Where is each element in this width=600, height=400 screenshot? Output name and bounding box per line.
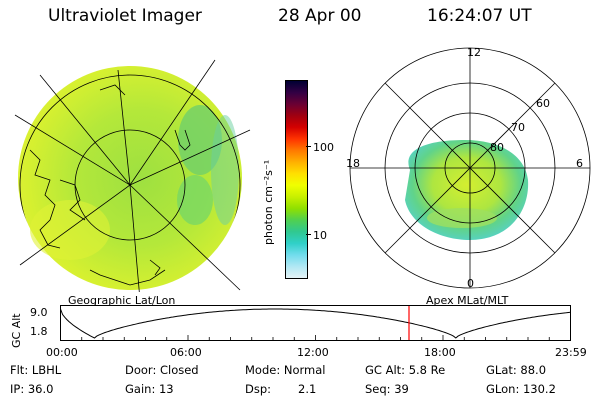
date-label: 28 Apr 00 bbox=[278, 6, 362, 26]
x-tick-2359: 23:59 bbox=[555, 346, 587, 359]
geographic-image bbox=[14, 59, 251, 292]
ip-info: IP: 36.0 bbox=[10, 382, 54, 396]
gain-info: Gain: 13 bbox=[125, 382, 174, 396]
colorbar-tickmark bbox=[306, 146, 311, 147]
mlt-label-6: 6 bbox=[576, 157, 583, 170]
glat-info: GLat: 88.0 bbox=[486, 363, 547, 377]
colorbar-gradient bbox=[286, 81, 307, 278]
mlt-label-12: 12 bbox=[467, 46, 481, 59]
altitude-ymax: 9.0 bbox=[30, 306, 48, 319]
mlat-label-60: 60 bbox=[536, 97, 550, 110]
altitude-plot bbox=[60, 305, 571, 341]
right-panel-caption: Apex MLat/MLT bbox=[426, 294, 509, 307]
dsp-info-label: Dsp: bbox=[245, 382, 272, 396]
dsp-info-value: 2.1 bbox=[298, 382, 317, 396]
altitude-curve bbox=[60, 308, 571, 339]
colorbar-tickmark bbox=[306, 234, 311, 235]
door-info: Door: Closed bbox=[125, 363, 199, 377]
altitude-frame bbox=[60, 305, 571, 341]
mlt-label-18: 18 bbox=[346, 157, 360, 170]
mlt-label-0: 0 bbox=[467, 277, 474, 290]
x-tick-0600: 06:00 bbox=[170, 346, 202, 359]
instrument-title: Ultraviolet Imager bbox=[48, 6, 202, 26]
mlat-label-70: 70 bbox=[511, 121, 525, 134]
seq-info: Seq: 39 bbox=[365, 382, 409, 396]
mlat-label-80: 80 bbox=[490, 141, 504, 154]
coastlines bbox=[29, 84, 191, 286]
filter-info: Flt: LBHL bbox=[10, 363, 62, 377]
x-tick-1800: 18:00 bbox=[424, 346, 456, 359]
x-tick-0000: 00:00 bbox=[46, 346, 78, 359]
colorbar bbox=[285, 80, 308, 279]
time-label: 16:24:07 UT bbox=[427, 6, 532, 26]
mode-info: Mode: Normal bbox=[245, 363, 326, 377]
polar-grid bbox=[349, 47, 591, 289]
colorbar-tick-10: 10 bbox=[313, 229, 327, 242]
lat-lon-grid bbox=[14, 59, 251, 292]
colorbar-label: photon cm⁻²s⁻¹ bbox=[262, 159, 275, 245]
gc-alt-info: GC Alt: 5.8 Re bbox=[365, 363, 446, 377]
glon-info: GLon: 130.2 bbox=[486, 382, 556, 396]
auroral-emission bbox=[18, 66, 242, 290]
auroral-oval bbox=[405, 140, 529, 240]
altitude-ymin: 1.8 bbox=[30, 325, 48, 338]
mlat-mlt-plot bbox=[349, 47, 591, 289]
altitude-ticks bbox=[60, 335, 571, 340]
colorbar-tick-100: 100 bbox=[313, 141, 334, 154]
altitude-ylabel: GC Alt bbox=[10, 313, 23, 348]
x-tick-1200: 12:00 bbox=[297, 346, 329, 359]
left-panel-caption: Geographic Lat/Lon bbox=[68, 294, 176, 307]
